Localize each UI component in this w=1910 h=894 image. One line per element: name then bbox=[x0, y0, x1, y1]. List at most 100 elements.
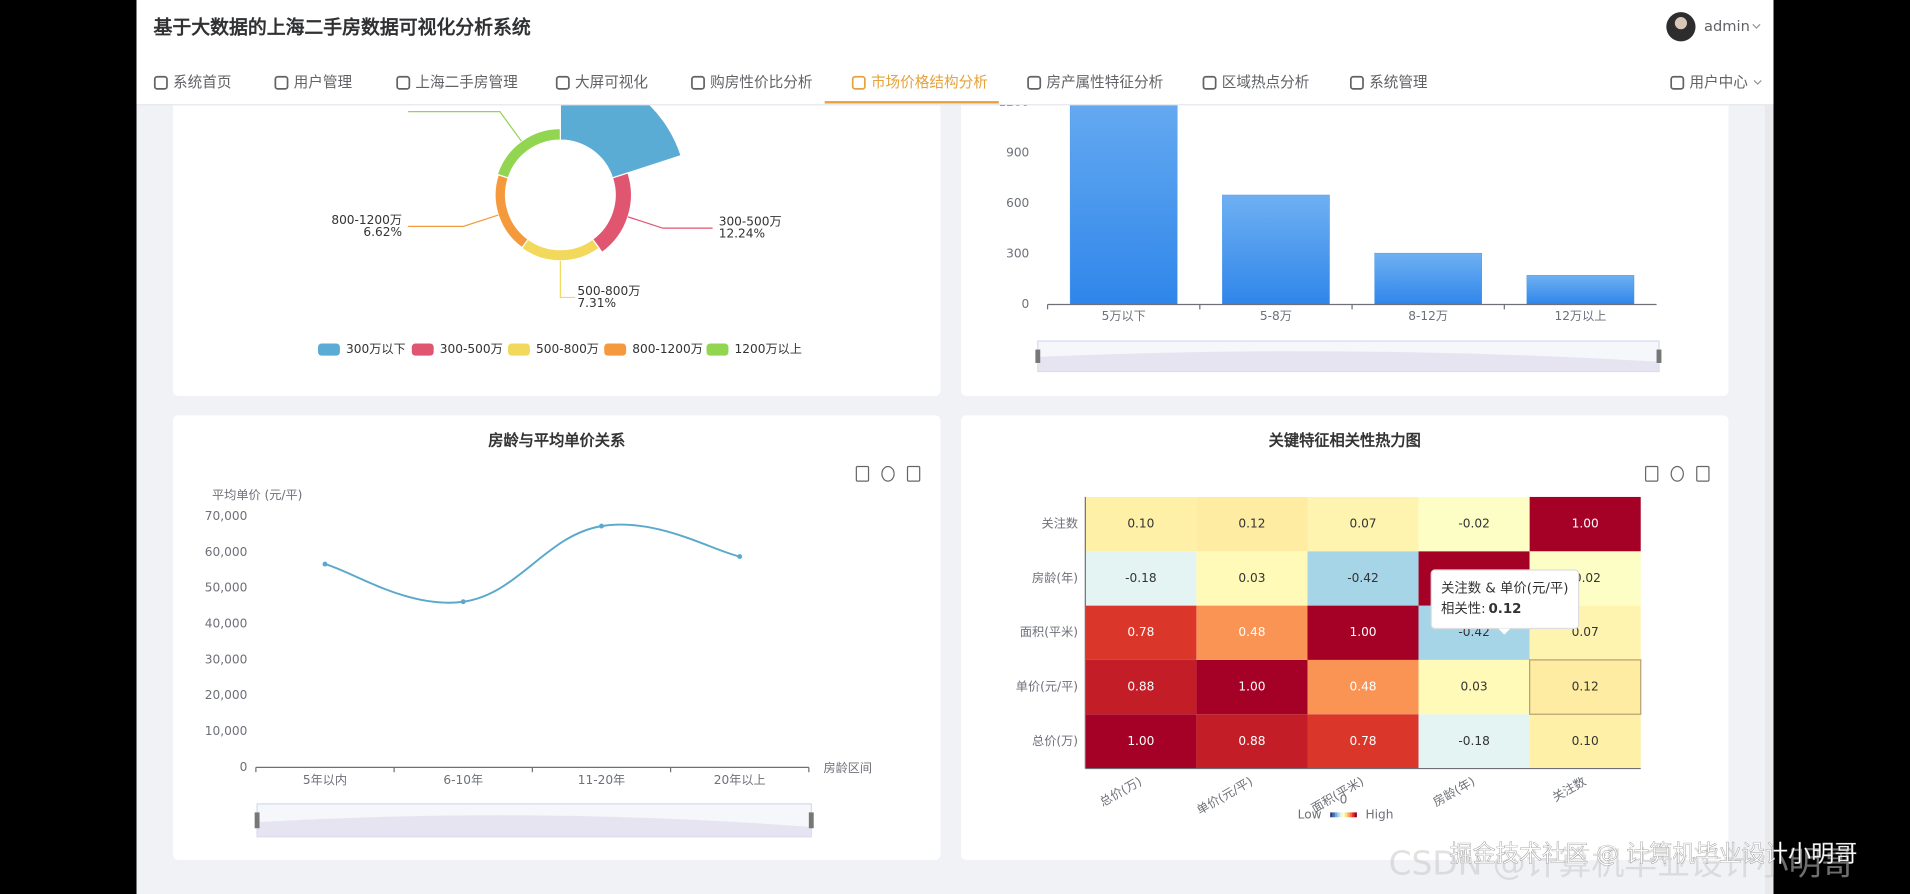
heat-cell[interactable] bbox=[1085, 714, 1197, 769]
visual-map-swatch bbox=[1347, 812, 1350, 818]
cell-label: 0.07 bbox=[1349, 517, 1376, 531]
toolbox-icon[interactable] bbox=[1670, 465, 1684, 482]
nav-item[interactable]: 用户管理 bbox=[294, 74, 353, 91]
visual-map-mid: 0 bbox=[1340, 793, 1348, 807]
cell-label: 1.00 bbox=[1572, 517, 1599, 531]
toolbox-icon[interactable] bbox=[881, 465, 895, 482]
nav-icon bbox=[274, 75, 289, 90]
heat-cell[interactable] bbox=[1085, 605, 1197, 660]
x-tick-label: 6-10年 bbox=[443, 773, 483, 787]
heat-cell[interactable] bbox=[1529, 714, 1641, 769]
heat-cell[interactable] bbox=[1196, 605, 1308, 660]
visual-map-swatch bbox=[1349, 812, 1353, 818]
legend-swatch[interactable] bbox=[706, 343, 729, 356]
heat-cell[interactable] bbox=[1085, 551, 1197, 606]
nav-item[interactable]: 上海二手房管理 bbox=[415, 74, 518, 91]
legend-swatch[interactable] bbox=[317, 343, 340, 356]
point[interactable] bbox=[322, 561, 328, 567]
nav-item[interactable]: 房产属性特征分析 bbox=[1046, 74, 1163, 91]
nav-item[interactable]: 系统首页 bbox=[173, 74, 231, 91]
legend-label[interactable]: 300万以下 bbox=[346, 342, 406, 356]
heat-cell[interactable] bbox=[1307, 605, 1419, 660]
label-line bbox=[408, 111, 522, 142]
point[interactable] bbox=[599, 523, 604, 529]
pie-value-label: 7.31% bbox=[577, 296, 616, 310]
heat-cell[interactable] bbox=[1196, 551, 1308, 606]
x-tick-label: 5年以内 bbox=[303, 773, 347, 787]
heat-cell[interactable] bbox=[1307, 659, 1419, 715]
visual-map-swatch bbox=[1344, 812, 1348, 818]
tooltip-label: 相关性: bbox=[1441, 601, 1486, 617]
x-tick-label: 11-20年 bbox=[578, 773, 625, 787]
toolbox-icon[interactable] bbox=[855, 465, 870, 482]
cell-label: -0.42 bbox=[1347, 571, 1378, 585]
heat-cell[interactable] bbox=[1196, 496, 1308, 552]
legend-label[interactable]: 1200万以上 bbox=[735, 342, 802, 356]
cell-label: 0.88 bbox=[1127, 680, 1154, 694]
heat-cell[interactable] bbox=[1418, 496, 1530, 552]
nav-item[interactable]: 大屏可视化 bbox=[575, 74, 648, 91]
bar[interactable] bbox=[1374, 252, 1482, 305]
zoom-handle[interactable] bbox=[1656, 349, 1662, 363]
cell-label: 0.12 bbox=[1572, 680, 1599, 694]
zoom-handle[interactable] bbox=[808, 812, 814, 829]
nav-item[interactable]: 用户中心 bbox=[1689, 74, 1748, 91]
y-tick-label: 40,000 bbox=[205, 616, 248, 630]
visual-map-swatch bbox=[1339, 812, 1343, 818]
point[interactable] bbox=[460, 599, 466, 605]
heat-cell[interactable] bbox=[1307, 551, 1419, 606]
avatar-face bbox=[1674, 17, 1688, 30]
visual-map-swatch bbox=[1332, 812, 1336, 818]
heat-cell[interactable] bbox=[1085, 496, 1197, 552]
point[interactable] bbox=[737, 554, 743, 560]
zoom-handle[interactable] bbox=[1035, 349, 1041, 363]
heat-cell[interactable] bbox=[1418, 659, 1530, 715]
bar[interactable] bbox=[1526, 275, 1635, 305]
toolbox-icon[interactable] bbox=[1644, 465, 1659, 482]
pie-sector bbox=[496, 127, 561, 179]
content: 300-500万12.24%500-800万7.31%800-1200万6.62… bbox=[173, 44, 1774, 894]
toolbox-icon[interactable] bbox=[906, 465, 921, 482]
heat-cell[interactable] bbox=[1307, 496, 1419, 552]
hover-outline bbox=[1529, 659, 1642, 715]
heat-cell[interactable] bbox=[1196, 714, 1308, 769]
y-tick-label: 900 bbox=[1006, 145, 1029, 159]
legend-swatch[interactable] bbox=[411, 343, 434, 356]
heat-cell[interactable] bbox=[1529, 496, 1641, 552]
legend-label[interactable]: 300-500万 bbox=[440, 342, 503, 356]
nav-item[interactable]: 市场价格结构分析 bbox=[871, 74, 988, 91]
pie-label: 300-500万 bbox=[719, 215, 782, 229]
zoom-handle[interactable] bbox=[254, 812, 260, 829]
heat-cell[interactable] bbox=[1529, 659, 1641, 715]
nav-icon bbox=[153, 75, 168, 90]
chevron bbox=[1753, 79, 1762, 85]
bar[interactable] bbox=[1222, 194, 1330, 305]
user-name[interactable]: admin bbox=[1704, 18, 1750, 35]
nav-item[interactable]: 购房性价比分析 bbox=[710, 74, 812, 91]
heat-cell[interactable] bbox=[1307, 714, 1419, 769]
nav-item[interactable]: 区域热点分析 bbox=[1222, 74, 1310, 91]
tooltip-arrow bbox=[1498, 628, 1511, 635]
heat-cell[interactable] bbox=[1085, 659, 1197, 715]
toolbox-icon[interactable] bbox=[1696, 465, 1710, 482]
x-tick-label: 5万以下 bbox=[1102, 309, 1146, 323]
cell-label: 0.48 bbox=[1349, 680, 1376, 694]
heat-cell[interactable] bbox=[1418, 714, 1530, 769]
heat-cell[interactable] bbox=[1196, 659, 1308, 715]
panel bbox=[173, 415, 941, 860]
visual-map-swatch bbox=[1330, 812, 1333, 818]
legend-swatch[interactable] bbox=[508, 343, 530, 356]
legend-label[interactable]: 800-1200万 bbox=[632, 342, 703, 356]
nav-item[interactable]: 系统管理 bbox=[1369, 74, 1428, 91]
label-line bbox=[559, 260, 575, 299]
scrollbar[interactable] bbox=[1764, 104, 1774, 894]
y-tick-label: 50,000 bbox=[205, 581, 248, 595]
legend-swatch[interactable] bbox=[604, 343, 627, 356]
watermark: CSDN @计算机毕业设计小明哥 bbox=[1389, 843, 1855, 882]
legend-label[interactable]: 500-800万 bbox=[536, 342, 599, 356]
y-tick-label: 30,000 bbox=[205, 652, 248, 666]
cell-label: -0.18 bbox=[1458, 734, 1489, 748]
header: 基于大数据的上海二手房数据可视化分析系统 admin 系统首页 用户管理 上海二手房… bbox=[136, 0, 1774, 106]
